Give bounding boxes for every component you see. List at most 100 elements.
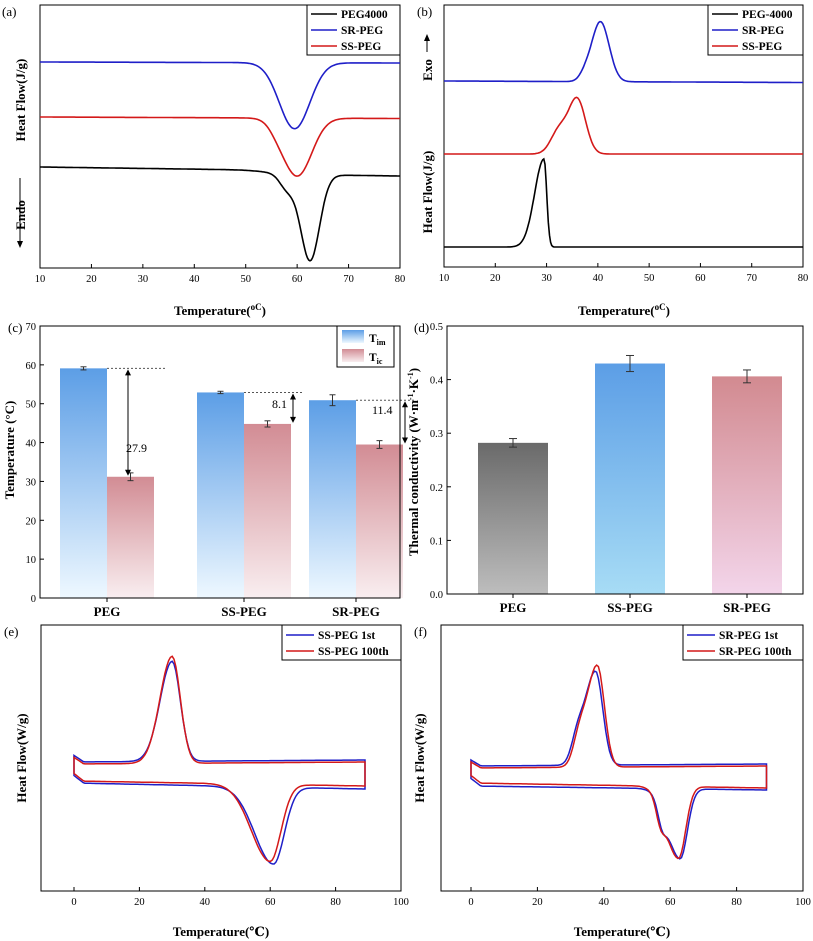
- diff-arrowhead-SS-PEG: [290, 393, 296, 400]
- ytick-label: 0: [31, 594, 36, 605]
- legend-label-tic: Tic: [369, 352, 383, 366]
- xtick-label-PEG: PEG: [500, 600, 527, 615]
- panel-d-bars: [478, 354, 782, 594]
- legend-label-sr-peg: SR-PEG: [341, 25, 383, 37]
- xtick-label: 80: [330, 897, 341, 908]
- xtick-label: 20: [532, 897, 543, 908]
- diff-arrowhead-SR-PEG: [402, 401, 408, 408]
- panel-b: (b) 10 20 30 40 50 60 70 80 Temperature(oC) Exo…: [417, 4, 808, 318]
- panel-a-series-ss-peg: [40, 116, 400, 177]
- panel-c-ylabel: Temperature (°C): [2, 401, 17, 500]
- panel-b-xlabel: Temperature(oC): [578, 302, 670, 318]
- panel-e: (e) 0 20 40 60 80 100 Temperature(℃) Heat Flo…: [4, 624, 409, 939]
- xtick-label-SR-PEG: SR-PEG: [723, 600, 771, 615]
- xtick-label: 30: [541, 273, 552, 284]
- ytick-label: 0.2: [430, 483, 443, 494]
- xtick-label: 40: [189, 274, 200, 285]
- xtick-label: 10: [439, 273, 450, 284]
- ytick-label: 10: [26, 555, 37, 566]
- panel-f-xticks: 0 20 40 60 80 100: [468, 887, 811, 908]
- xtick-label: 60: [665, 897, 676, 908]
- panel-b-label: (b): [417, 4, 432, 19]
- legend-label-sr-peg-1st: SR-PEG 1st: [719, 630, 778, 642]
- xtick-label: 10: [35, 274, 46, 285]
- diff-arrowhead-PEG: [125, 469, 131, 476]
- xtick-label: 0: [71, 897, 76, 908]
- panel-e-label: (e): [4, 624, 18, 639]
- panel-f: (f) 0 20 40 60 80 100 Temperature(℃) Heat Flo…: [412, 624, 811, 939]
- annotation-diff-ss-peg: 8.1: [272, 397, 287, 411]
- panel-b-legend: PEG-4000 SR-PEG SS-PEG: [707, 4, 804, 56]
- panel-f-ylabel: Heat Flow(W/g): [412, 713, 427, 802]
- bar-tim-SS-PEG: [197, 392, 244, 598]
- panel-b-exo-label: Exo: [420, 59, 435, 81]
- xtick-label: 40: [200, 897, 211, 908]
- xtick-label: 40: [599, 897, 610, 908]
- panel-a-legend: PEG4000 SR-PEG SS-PEG: [306, 4, 401, 56]
- xtick-label: 20: [86, 274, 97, 285]
- xtick-label-SS-PEG: SS-PEG: [221, 604, 267, 619]
- panel-b-series-peg4000: [444, 157, 803, 248]
- legend-swatch-tic: [342, 349, 364, 362]
- panel-d-axes: PEG SS-PEG SR-PEG 0.0 0.1 0.2 0.3 0.4 0.5: [430, 322, 804, 615]
- panel-c-axes: PEG SS-PEG SR-PEG 0 10 20 30 40 50 60 70: [26, 322, 401, 619]
- legend-label-tim: Tim: [369, 333, 386, 347]
- xtick-label: 50: [644, 273, 655, 284]
- ytick-label: 50: [26, 400, 37, 411]
- legend-label-peg-4000: PEG-4000: [742, 9, 793, 21]
- diff-arrowhead-SR-PEG: [402, 437, 408, 444]
- bar-tim-SR-PEG: [309, 400, 356, 598]
- panel-c-bars: [60, 366, 415, 598]
- exo-arrow-icon: [424, 34, 430, 52]
- ytick-label: 0.3: [430, 429, 443, 440]
- xtick-label: 60: [292, 274, 303, 285]
- ytick-label: 60: [26, 361, 37, 372]
- xtick-label: 40: [593, 273, 604, 284]
- xtick-label: 20: [134, 897, 145, 908]
- panel-a-series-sr-peg: [40, 61, 400, 130]
- xtick-label: 60: [265, 897, 276, 908]
- xtick-label: 80: [731, 897, 742, 908]
- xtick-label-PEG: PEG: [94, 604, 121, 619]
- legend-label-ss-peg: SS-PEG: [742, 41, 782, 53]
- legend-label-ss-peg-100th: SS-PEG 100th: [318, 646, 389, 658]
- diff-arrowhead-SS-PEG: [290, 416, 296, 423]
- xtick-label: 60: [695, 273, 706, 284]
- bar-SS-PEG: [595, 363, 665, 594]
- bar-tim-PEG: [60, 368, 107, 598]
- panel-f-xlabel: Temperature(℃): [574, 924, 670, 939]
- panel-e-series-1st: [73, 660, 366, 865]
- xtick-label: 80: [395, 274, 406, 285]
- panel-c-frame: [39, 325, 401, 599]
- panel-a-series-peg4000: [40, 166, 400, 262]
- ytick-label: 0.1: [430, 536, 443, 547]
- panel-a-frame: [39, 4, 401, 269]
- panel-e-frame: [40, 624, 402, 892]
- ytick-label: 0.0: [430, 590, 443, 601]
- panel-c-legend: Tim Tic: [336, 325, 395, 368]
- legend-label-sr-peg-100th: SR-PEG 100th: [719, 646, 792, 658]
- xtick-label-SR-PEG: SR-PEG: [332, 604, 380, 619]
- xtick-label: 30: [138, 274, 149, 285]
- panel-d-frame: [446, 325, 804, 595]
- panel-e-legend: SS-PEG 1st SS-PEG 100th: [281, 624, 402, 661]
- legend-label-ss-peg: SS-PEG: [341, 41, 381, 53]
- ytick-label: 40: [26, 439, 37, 450]
- panel-a: (a) 10 20 30 40 50 60 70 80 Temperature(oC) Hea…: [2, 4, 405, 318]
- bar-PEG: [478, 442, 548, 594]
- ytick-label: 20: [26, 516, 37, 527]
- xtick-label: 0: [468, 897, 473, 908]
- panel-a-label: (a): [2, 4, 16, 19]
- xtick-label: 100: [795, 897, 811, 908]
- ytick-label: 0.5: [430, 322, 443, 333]
- panel-d: (d) PEG SS-PEG SR-PEG 0.0 0.1 0.2 0.3 0.4 0.5 Th…: [406, 320, 804, 615]
- xtick-label-SS-PEG: SS-PEG: [607, 600, 653, 615]
- xtick-label: 20: [490, 273, 501, 284]
- legend-swatch-tim: [342, 330, 364, 343]
- panel-b-frame: [443, 4, 804, 268]
- panel-f-series-1st: [470, 670, 768, 860]
- bar-tic-SR-PEG: [356, 444, 403, 598]
- panel-a-xlabel: Temperature(oC): [174, 302, 266, 318]
- panel-c: (c) PEG SS-PEG SR-PEG 0 10 20 30 40 50 60 70 Tempe…: [2, 320, 415, 619]
- ytick-label: 70: [26, 322, 37, 333]
